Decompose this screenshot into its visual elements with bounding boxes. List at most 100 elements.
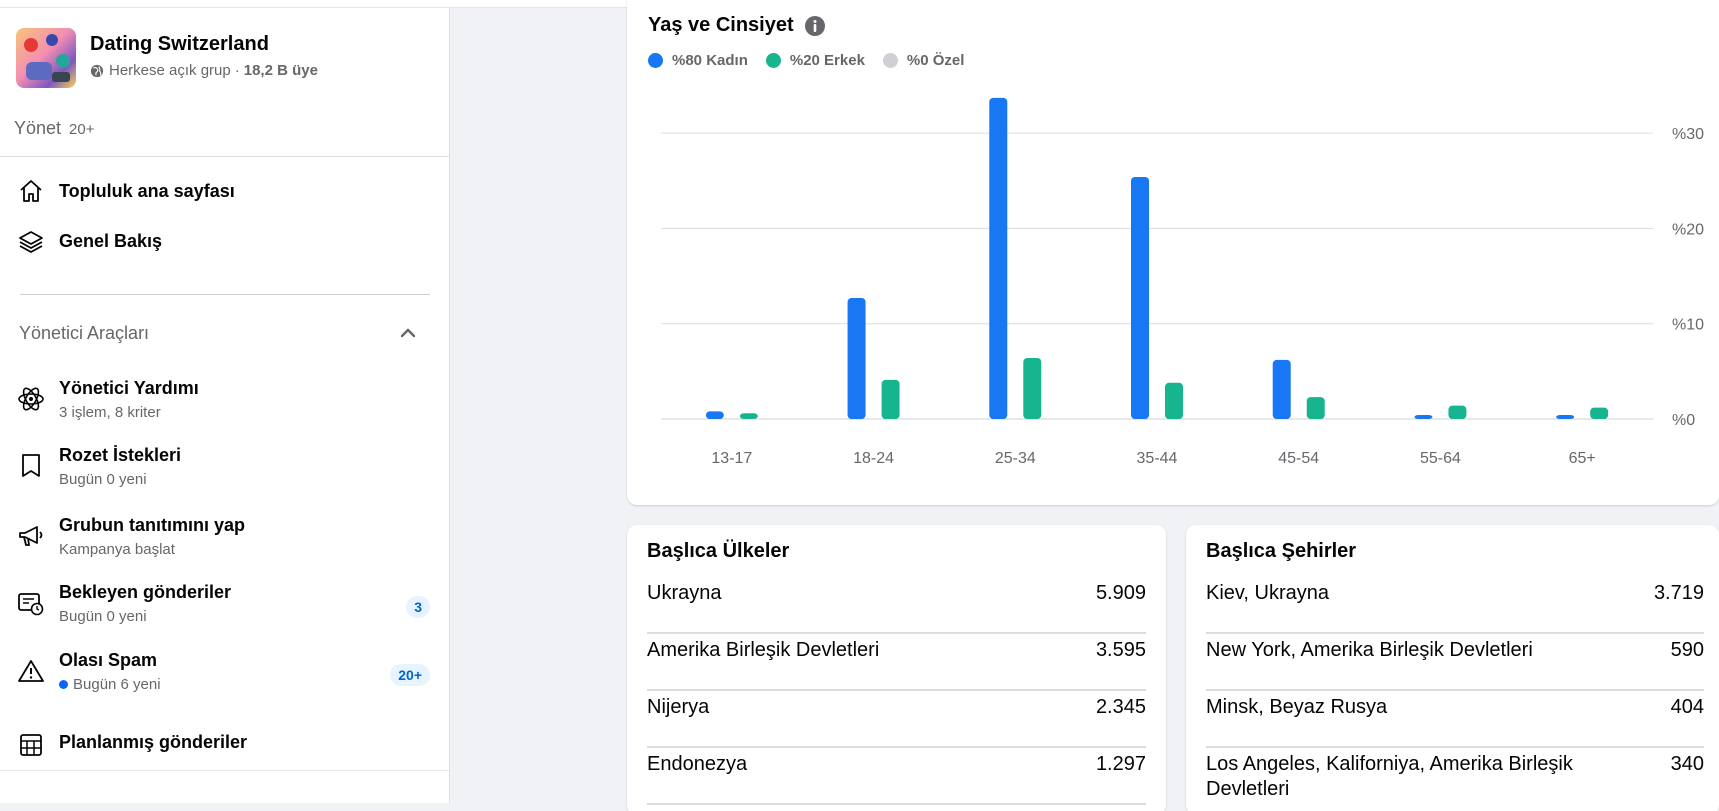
top-countries-list: Ukrayna 5.909 Amerika Birleşik Devletler… <box>647 577 1146 805</box>
list-item: Kiev, Ukrayna 3.719 <box>1206 577 1704 634</box>
list-item: Nijerya 2.345 <box>647 691 1146 748</box>
spam-count-badge: 20+ <box>390 664 430 686</box>
y-tick-label: %0 <box>1672 412 1695 429</box>
chart-legend: %80 Kadın %20 Erkek %0 Özel <box>648 52 982 69</box>
tool-promote-group[interactable]: Grubun tanıtımını yap Kampanya başlat <box>16 513 430 558</box>
legend-label: %20 Erkek <box>789 52 865 69</box>
city-name: Minsk, Beyaz Rusya <box>1206 696 1388 718</box>
nav-label: Topluluk ana sayfası <box>59 180 235 201</box>
bar <box>1306 397 1325 419</box>
list-item: Endonezya 1.297 <box>647 748 1146 805</box>
manage-label: Yönet <box>14 118 62 138</box>
tool-subtitle: 3 işlem, 8 kriter <box>59 404 161 421</box>
list-item: New York, Amerika Birleşik Devletleri 59… <box>1206 634 1704 691</box>
bar <box>847 297 866 419</box>
home-icon <box>16 176 46 206</box>
bar <box>1556 415 1575 419</box>
unread-dot <box>59 680 68 689</box>
x-tick-label: 35-44 <box>1137 450 1178 467</box>
legend-swatch-male <box>765 53 781 68</box>
info-icon[interactable] <box>804 15 826 37</box>
legend-swatch-custom <box>882 53 898 68</box>
age-gender-chart: %0 %10 %20 %30 13-17 18-24 25-34 35-44 45-54 55-6… <box>661 97 1704 467</box>
legend-label: %80 Kadın <box>672 52 748 69</box>
admin-tools-header[interactable]: Yönetici Araçları <box>19 322 419 344</box>
globe-icon <box>90 64 104 77</box>
y-tick-label: %20 <box>1672 221 1704 238</box>
top-countries-card: Başlıca Ülkeler Ukrayna 5.909 Amerika Bi… <box>627 525 1166 811</box>
megaphone-icon <box>16 521 46 551</box>
age-gender-card: %0 %10 %20 %30 13-17 18-24 25-34 35-44 45-54 55-6… <box>627 0 1719 505</box>
tool-admin-assist[interactable]: Yönetici Yardımı 3 işlem, 8 kriter <box>16 376 430 421</box>
tool-scheduled-posts[interactable]: Planlanmış gönderiler <box>16 730 430 760</box>
calendar-icon <box>16 730 46 760</box>
group-name[interactable]: Dating Switzerland <box>90 33 269 55</box>
city-count: 340 <box>1670 753 1704 775</box>
pending-count-badge: 3 <box>406 596 430 618</box>
nav-community-home[interactable]: Topluluk ana sayfası <box>16 176 235 206</box>
bar <box>1590 407 1609 419</box>
group-avatar[interactable] <box>16 28 76 88</box>
city-count: 404 <box>1670 696 1704 718</box>
country-count: 5.909 <box>1095 582 1146 604</box>
country-name: Amerika Birleşik Devletleri <box>647 639 880 661</box>
tool-title: Rozet İstekleri <box>59 445 182 465</box>
city-name: New York, Amerika Birleşik Devletleri <box>1206 639 1533 661</box>
chart-title: Yaş ve Cinsiyet <box>648 14 826 37</box>
tool-badge-requests[interactable]: Rozet İstekleri Bugün 0 yeni <box>16 443 430 488</box>
country-name: Nijerya <box>647 696 710 718</box>
warning-icon <box>16 656 46 686</box>
x-tick-label: 13-17 <box>711 450 752 467</box>
group-privacy: Herkese açık grup <box>109 62 231 79</box>
x-tick-label: 25-34 <box>995 450 1036 467</box>
list-item: Ukrayna 5.909 <box>647 577 1146 634</box>
country-count: 3.595 <box>1095 639 1146 661</box>
legend-swatch-female <box>648 53 663 68</box>
nav-label: Genel Bakış <box>59 230 163 251</box>
nav-overview[interactable]: Genel Bakış <box>16 226 162 256</box>
manage-header: Yönet 20+ <box>14 118 95 139</box>
bar <box>1165 382 1183 419</box>
tool-title: Yönetici Yardımı <box>59 378 199 398</box>
tool-subtitle-text: Bugün 6 yeni <box>73 676 161 693</box>
tool-subtitle: Bugün 6 yeni <box>59 676 161 693</box>
x-tick-label: 45-54 <box>1278 450 1319 467</box>
group-admin-sidebar: Dating Switzerland Herkese açık grup · 1… <box>0 8 450 803</box>
group-header[interactable]: Dating Switzerland Herkese açık grup · 1… <box>16 28 318 88</box>
meta-separator: · <box>234 62 240 79</box>
atom-icon <box>16 384 46 414</box>
y-tick-label: %10 <box>1672 317 1704 334</box>
group-meta: Herkese açık grup · 18,2 B üye <box>90 62 318 79</box>
city-count: 3.719 <box>1653 582 1704 604</box>
bar <box>1448 405 1467 419</box>
x-tick-label: 65+ <box>1569 450 1596 467</box>
bar <box>739 413 758 419</box>
city-count: 590 <box>1670 639 1704 661</box>
top-countries-title: Başlıca Ülkeler <box>647 540 790 562</box>
tool-title: Grubun tanıtımını yap <box>59 515 246 535</box>
legend-item-custom: %0 Özel <box>882 52 965 69</box>
legend-item-female: %80 Kadın <box>648 52 748 69</box>
manage-count: 20+ <box>69 121 95 138</box>
chevron-up-icon[interactable] <box>397 322 419 344</box>
tool-pending-posts[interactable]: Bekleyen gönderiler Bugün 0 yeni 3 <box>16 580 430 625</box>
bar <box>1131 176 1149 419</box>
list-item: Los Angeles, Kaliforniya, Amerika Birleş… <box>1206 748 1704 811</box>
tool-title: Olası Spam <box>59 650 158 670</box>
tool-subtitle: Bugün 0 yeni <box>59 471 147 488</box>
bar <box>1272 359 1291 419</box>
tool-potential-spam[interactable]: Olası Spam Bugün 6 yeni 20+ <box>16 648 430 693</box>
top-cities-list: Kiev, Ukrayna 3.719 New York, Amerika Bi… <box>1206 577 1704 811</box>
legend-item-male: %20 Erkek <box>765 52 865 69</box>
legend-label: %0 Özel <box>906 52 965 69</box>
badge-icon <box>16 451 46 481</box>
top-cities-card: Başlıca Şehirler Kiev, Ukrayna 3.719 New… <box>1186 525 1719 811</box>
bar <box>989 97 1008 419</box>
member-count[interactable]: 18,2 B üye <box>243 62 318 79</box>
tool-title: Bekleyen gönderiler <box>59 582 232 602</box>
list-item: Minsk, Beyaz Rusya 404 <box>1206 691 1704 748</box>
y-tick-label: %30 <box>1672 126 1704 143</box>
bar <box>705 411 724 419</box>
bar <box>1023 358 1042 419</box>
country-name: Endonezya <box>647 753 748 775</box>
